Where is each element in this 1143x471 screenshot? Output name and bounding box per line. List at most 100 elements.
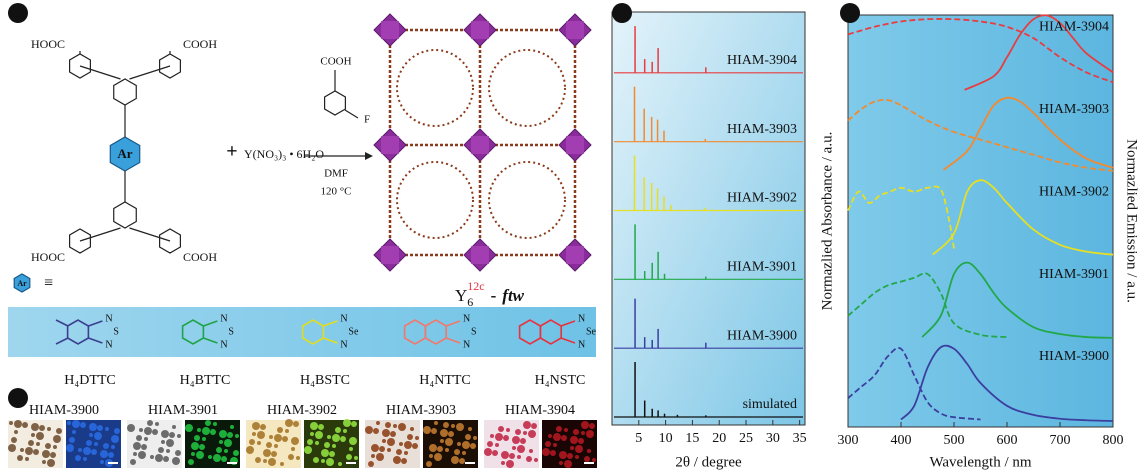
crystal bbox=[431, 428, 437, 434]
crystal bbox=[581, 431, 585, 435]
atom-label: N bbox=[578, 313, 585, 324]
crystal bbox=[443, 422, 449, 428]
crystal bbox=[105, 427, 109, 431]
cluster bbox=[471, 136, 489, 154]
modulator-label: COOH bbox=[320, 56, 351, 68]
crystal bbox=[553, 443, 557, 447]
crystal bbox=[83, 447, 91, 455]
crystal bbox=[517, 445, 525, 453]
reagent: Y(NO₃)₃ • 6H₂O bbox=[244, 147, 324, 161]
crystal bbox=[53, 445, 57, 449]
series-label: HIAM-3902 bbox=[727, 191, 797, 206]
crystal bbox=[329, 451, 335, 457]
crystal bbox=[578, 438, 584, 444]
crystal bbox=[144, 427, 152, 435]
emission-curve bbox=[900, 344, 1114, 422]
bond bbox=[203, 337, 218, 344]
absorption-curve bbox=[847, 272, 1008, 338]
crystal bbox=[462, 451, 466, 455]
framework-cage bbox=[488, 161, 566, 239]
atom-label: S bbox=[471, 326, 477, 337]
crystal bbox=[332, 434, 340, 442]
framework-cage bbox=[488, 49, 566, 127]
crystal bbox=[528, 430, 536, 438]
condition: DMF bbox=[324, 168, 348, 180]
crystal bbox=[191, 452, 195, 456]
linker-name: H₄DTTC bbox=[64, 373, 116, 388]
crystal bbox=[338, 462, 342, 466]
crystal bbox=[210, 429, 216, 435]
crystal bbox=[224, 449, 228, 453]
crystal bbox=[343, 419, 351, 427]
crystal bbox=[412, 443, 418, 449]
crystal bbox=[83, 457, 87, 461]
crystal bbox=[434, 421, 438, 425]
crystal bbox=[526, 456, 532, 462]
atom-label: Se bbox=[586, 326, 597, 337]
crystal bbox=[343, 429, 347, 433]
crystal bbox=[376, 453, 384, 461]
series-label: HIAM-3904 bbox=[727, 53, 797, 68]
crystal bbox=[426, 461, 432, 467]
crystal bbox=[133, 442, 141, 450]
crystal bbox=[31, 423, 39, 431]
bond bbox=[79, 65, 121, 80]
crystal bbox=[371, 444, 379, 452]
product-dash: - bbox=[491, 286, 497, 305]
crystal bbox=[97, 425, 103, 431]
atom-label: N bbox=[105, 313, 112, 324]
panel-badge bbox=[8, 388, 28, 408]
crystal bbox=[373, 428, 379, 434]
crystal bbox=[133, 452, 137, 456]
crystal bbox=[440, 429, 448, 437]
crystal bbox=[457, 442, 461, 446]
crystal bbox=[33, 449, 39, 455]
product-topology: ftw bbox=[502, 286, 524, 305]
cluster bbox=[471, 21, 489, 39]
crystal bbox=[567, 453, 573, 459]
crystal bbox=[285, 419, 293, 427]
crystal bbox=[42, 460, 46, 464]
crystal bbox=[252, 432, 256, 436]
crystal bbox=[448, 431, 454, 437]
crystal bbox=[315, 431, 323, 439]
crystal bbox=[490, 434, 494, 438]
crystal bbox=[8, 444, 16, 452]
crystal bbox=[291, 437, 299, 445]
crystal bbox=[550, 450, 556, 456]
crystal bbox=[559, 461, 563, 465]
crystal bbox=[473, 436, 477, 440]
panel-badge bbox=[840, 3, 860, 23]
y-axis-label: Normazlied Absorbance / a.u. bbox=[819, 132, 835, 311]
crystal bbox=[495, 433, 503, 441]
x-tick-label: 35 bbox=[793, 431, 807, 446]
crystal bbox=[17, 455, 23, 461]
crystal bbox=[318, 424, 324, 430]
crystal bbox=[235, 434, 239, 438]
crystal bbox=[150, 455, 154, 459]
sample-name: HIAM-3901 bbox=[148, 403, 218, 418]
crystal bbox=[205, 420, 211, 426]
sample-name: HIAM-3904 bbox=[505, 403, 575, 418]
crystal bbox=[141, 444, 147, 450]
crystal bbox=[130, 459, 136, 465]
series-label: HIAM-3903 bbox=[727, 122, 797, 137]
crystal bbox=[484, 448, 492, 456]
linker-name: H₄BSTC bbox=[300, 373, 350, 388]
atom-label: N bbox=[578, 339, 585, 350]
crystal bbox=[219, 430, 227, 438]
cluster bbox=[566, 136, 584, 154]
series-label: HIAM-3901 bbox=[727, 260, 797, 275]
crystal bbox=[465, 434, 471, 440]
crystal bbox=[233, 450, 239, 456]
bond bbox=[88, 320, 103, 327]
acid-label: COOH bbox=[183, 37, 217, 51]
crystal bbox=[462, 441, 470, 449]
atom-label: N bbox=[463, 339, 470, 350]
atom-label: N bbox=[340, 313, 347, 324]
cluster bbox=[381, 246, 399, 264]
bond bbox=[55, 319, 69, 327]
crystal bbox=[512, 436, 520, 444]
bond bbox=[445, 320, 461, 327]
crystal bbox=[410, 427, 414, 431]
